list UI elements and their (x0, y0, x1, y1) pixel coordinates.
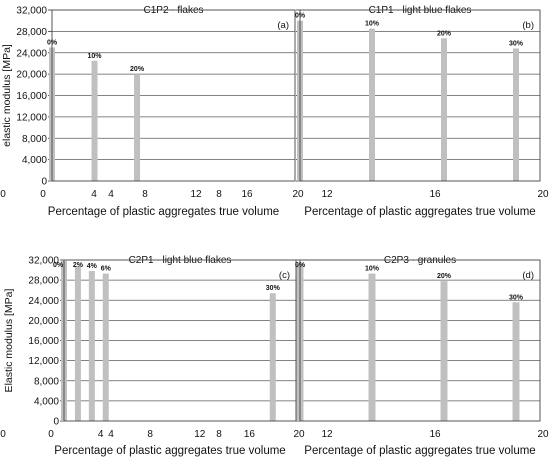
panel-c-xtick-label: 0 (48, 429, 54, 440)
panel-a-ytick-label: 24,000 (16, 48, 47, 59)
panel-a-xtick-label: 20 (292, 189, 304, 200)
panel-d-bar (368, 273, 376, 421)
panel-c-xtick-label: 20 (293, 429, 305, 440)
panel-d-title: C2P3 - granules (384, 255, 456, 266)
panel-a-x-axis-label: Percentage of plastic aggregates true vo… (48, 206, 279, 218)
panel-d-xtick-label: 16 (429, 429, 441, 440)
panel-b-data-label: 20% (437, 30, 452, 37)
panel-c-x-axis-label: Percentage of plastic aggregates true vo… (54, 445, 285, 457)
panel-c-bar (102, 273, 109, 421)
panel-c-panel-label: (c) (279, 270, 290, 281)
panel-c-ytick-label: 28,000 (28, 276, 59, 287)
panel-b-xtick-label: 8 (216, 189, 222, 200)
panel-c-xtick-label: 8 (147, 429, 153, 440)
panel-d-panel-label: (d) (522, 270, 534, 281)
panel-a-ytick-label: 32,000 (16, 6, 47, 17)
panel-b-bar (513, 48, 519, 181)
panel-d-xtick-label: 12 (321, 429, 333, 440)
panel-c-ytick-label: 4,000 (34, 396, 59, 407)
panel-d-frame (299, 259, 541, 422)
panel-a-y-axis-label: elastic modulus [MPa] (1, 44, 13, 147)
panel-b-xtick-label: 16 (429, 189, 441, 200)
panel-c-data-label: 30% (266, 285, 281, 292)
panel-a-panel-label: (a) (277, 20, 289, 31)
panel-a-xtick-label: 16 (241, 189, 253, 200)
panel-b-panel-label: (b) (522, 20, 534, 31)
panel-c-y-axis-label: Elastic modulus [MPa] (3, 288, 15, 392)
panel-a-xtick-label: 4 (91, 189, 97, 200)
panel-a-bar (134, 74, 141, 181)
panel-d-bar (440, 281, 448, 421)
panel-d-bar (512, 302, 520, 421)
panel-a-ytick-label: 8,000 (22, 134, 47, 145)
panel-d-data-label: 20% (437, 273, 452, 280)
panel-d-x-axis-label: Percentage of plastic aggregates true vo… (304, 445, 535, 457)
panel-c-bar (74, 266, 81, 421)
panel-b-frame (299, 9, 541, 182)
panel-c-data-label: 0% (53, 262, 64, 269)
panel-a-xtick-label: 0 (40, 189, 46, 200)
panel-d-xtick-label: 0 (0, 429, 6, 440)
panel-b-x-axis-label: Percentage of plastic aggregates true vo… (304, 206, 535, 218)
panel-c-data-label: 2% (73, 262, 84, 269)
panel-a-frame (51, 9, 296, 182)
panel-a-ytick-label: 12,000 (16, 112, 47, 123)
panel-a-ytick-label: 16,000 (16, 91, 47, 102)
panel-a-data-label: 20% (130, 66, 145, 73)
panel-b-title: C1P1 - light blue flakes (369, 5, 472, 16)
panel-d-xtick-label: 8 (216, 429, 222, 440)
panel-b-bar (369, 28, 375, 181)
panel-a-data-label: 10% (88, 53, 103, 60)
panel-d-xtick-label: 20 (537, 429, 549, 440)
panel-d-xtick-label: 4 (108, 429, 114, 440)
panel-c-xtick-label: 12 (194, 429, 206, 440)
panel-b-xtick-label: 20 (537, 189, 549, 200)
panel-d-data-label: 10% (365, 266, 380, 273)
panel-b-data-label: 10% (365, 21, 380, 28)
panel-c-ytick-label: 24,000 (28, 296, 59, 307)
panel-b-xtick-label: 12 (321, 189, 333, 200)
panel-c-data-label: 4% (87, 263, 98, 270)
panel-c-ytick-label: 0 (53, 417, 59, 428)
panel-b-data-label: 30% (509, 40, 524, 47)
panel-b-xtick-label: 4 (108, 189, 114, 200)
panel-a-ytick-label: 28,000 (16, 27, 47, 38)
panel-c-title: C2P1 - light blue flakes (129, 255, 232, 266)
panel-c-xtick-label: 4 (98, 429, 104, 440)
panel-a-bar (91, 60, 98, 181)
panel-a-ytick-label: 4,000 (22, 155, 47, 166)
panel-c-bar (269, 293, 276, 421)
panel-d-data-label: 30% (509, 294, 524, 301)
panel-a-ytick-label: 20,000 (16, 70, 47, 81)
panel-c-ytick-label: 12,000 (28, 356, 59, 367)
panel-c-bar (88, 271, 95, 421)
panel-c-ytick-label: 20,000 (28, 316, 59, 327)
panel-b-xtick-label: 0 (0, 189, 6, 200)
panel-c-xtick-label: 16 (244, 429, 256, 440)
panel-a-xtick-label: 12 (190, 189, 202, 200)
panel-c-ytick-label: 8,000 (34, 376, 59, 387)
panel-c-ytick-label: 16,000 (28, 336, 59, 347)
panel-a-ytick-label: 0 (41, 177, 47, 188)
panel-c-ytick-label: 32,000 (28, 256, 59, 267)
panel-b-bar (441, 38, 447, 182)
panel-a-xtick-label: 8 (142, 189, 148, 200)
panel-c-data-label: 6% (101, 266, 112, 273)
panel-a-title: C1P2 - flakes (143, 5, 203, 16)
